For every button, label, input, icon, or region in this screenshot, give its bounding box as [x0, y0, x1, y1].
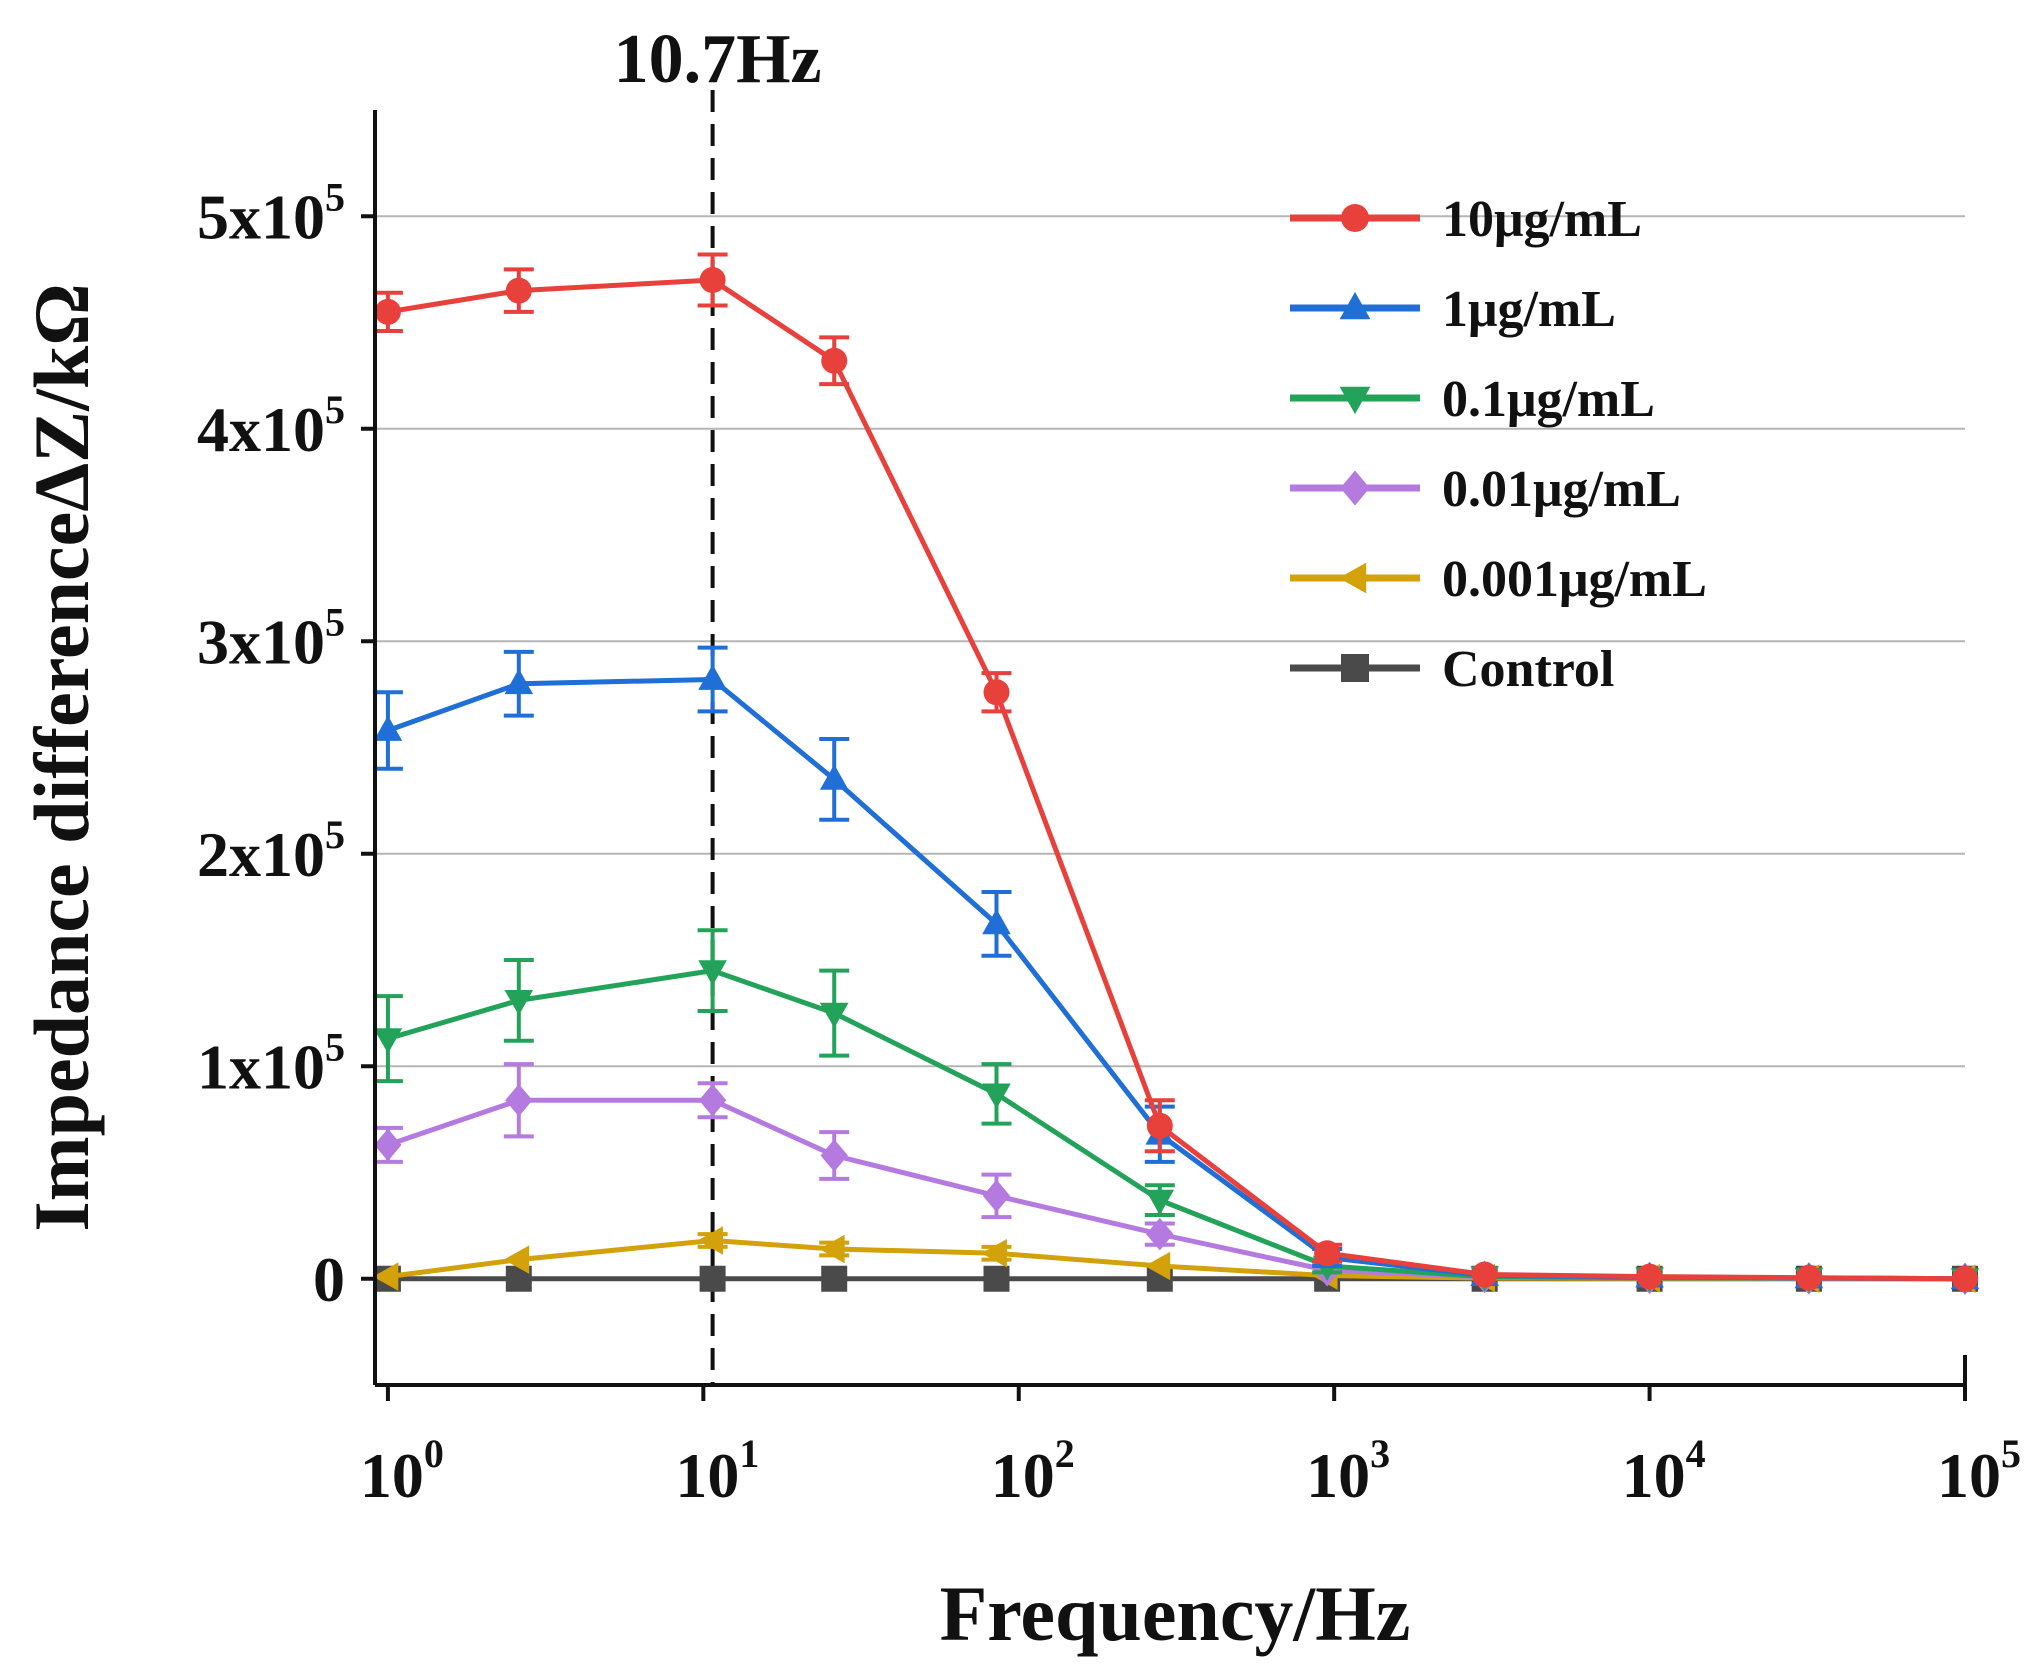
legend-item: 0.01μg/mL [1290, 461, 1681, 518]
y-axis-title: Impedance differenceΔZ/kΩ [18, 283, 105, 1231]
legend-label: 10μg/mL [1442, 191, 1642, 248]
x-tick-label: 105 [1937, 1431, 2021, 1511]
data-point [374, 1128, 402, 1162]
data-point [504, 668, 534, 695]
data-point [982, 1083, 1011, 1109]
legend-label: 1μg/mL [1442, 281, 1616, 338]
legend-label: Control [1442, 641, 1614, 698]
data-point [983, 679, 1010, 706]
legend-marker [1339, 291, 1371, 320]
series-10μg/mL [372, 252, 1978, 1292]
data-point [1314, 1240, 1341, 1267]
data-point [698, 1084, 727, 1117]
axes [373, 110, 1967, 1387]
y-tick-labels: 0 1x105 2x105 3x105 4x105 5x105 [197, 174, 375, 1315]
y-tick-label: 0 [313, 1244, 345, 1315]
series-layer [372, 252, 1980, 1295]
y-tick-label: 2x105 [197, 812, 345, 890]
data-point [820, 1139, 848, 1172]
legend-marker [1341, 204, 1369, 232]
legend-marker [1338, 562, 1367, 594]
data-point [983, 1265, 1010, 1292]
data-point [1146, 1112, 1173, 1139]
data-point [503, 1245, 530, 1274]
series-1μg/mL [372, 645, 1980, 1290]
data-point [1952, 1265, 1978, 1292]
y-tick-label: 1x105 [197, 1024, 345, 1102]
data-point [819, 1002, 849, 1029]
y-tick-label: 5x105 [197, 174, 345, 252]
legend-label: 0.01μg/mL [1442, 461, 1681, 518]
x-axis-title: Frequency/Hz [940, 1570, 1411, 1657]
x-tick-label: 101 [675, 1431, 759, 1511]
data-point [698, 960, 727, 986]
data-point [504, 989, 534, 1016]
data-point [1636, 1263, 1663, 1290]
legend-item: Control [1290, 641, 1614, 698]
data-point [373, 715, 403, 741]
data-point [1145, 1189, 1175, 1216]
data-point [1471, 1261, 1498, 1288]
data-point [821, 1265, 848, 1292]
data-point [373, 1028, 403, 1054]
x-tick-label: 103 [1306, 1431, 1390, 1511]
series-line [387, 277, 1966, 1282]
x-tick-label: 100 [360, 1431, 444, 1511]
y-tick-label: 3x105 [197, 599, 345, 677]
y-tick-label: 4x105 [197, 387, 345, 465]
legend-item: 0.1μg/mL [1290, 371, 1655, 428]
data-point [374, 298, 401, 325]
legend-label: 0.1μg/mL [1442, 371, 1655, 428]
data-point [981, 1238, 1007, 1268]
series-line [387, 677, 1966, 1282]
data-point [698, 664, 727, 690]
data-point [372, 1262, 399, 1291]
series-line [387, 968, 1966, 1282]
data-point [699, 267, 726, 293]
data-point [1144, 1251, 1171, 1281]
legend-marker [1339, 386, 1371, 415]
data-point [1795, 1264, 1822, 1291]
x-tick-labels: 100 101 102 103 104 105 [360, 1385, 2021, 1511]
data-point [1146, 1217, 1174, 1251]
data-point [697, 1226, 724, 1255]
legend-item: 1μg/mL [1290, 281, 1616, 338]
legend: 10μg/mL 1μg/mL 0.1μg/mL 0.01μg/mL 0.001μg/mL… [1290, 191, 1707, 698]
data-point [982, 1179, 1011, 1213]
legend-label: 0.001μg/mL [1442, 551, 1707, 608]
legend-item: 10μg/mL [1290, 191, 1642, 248]
x-tick-label: 102 [991, 1431, 1075, 1511]
series-line [387, 1097, 1966, 1282]
data-point [982, 908, 1011, 935]
series-0.01μg/mL [372, 1062, 1979, 1295]
data-point [819, 1234, 845, 1264]
gridlines [375, 215, 1965, 1068]
data-point [505, 277, 532, 304]
series-line [387, 1238, 1966, 1282]
legend-item: 0.001μg/mL [1290, 551, 1707, 608]
legend-marker [1340, 470, 1370, 506]
data-point [699, 1265, 726, 1292]
data-point [505, 1084, 533, 1117]
x-tick-label: 104 [1622, 1431, 1706, 1511]
legend-marker [1341, 654, 1369, 682]
data-point [821, 347, 848, 374]
data-point [819, 764, 849, 790]
annotation-label: 10.7Hz [614, 21, 822, 98]
